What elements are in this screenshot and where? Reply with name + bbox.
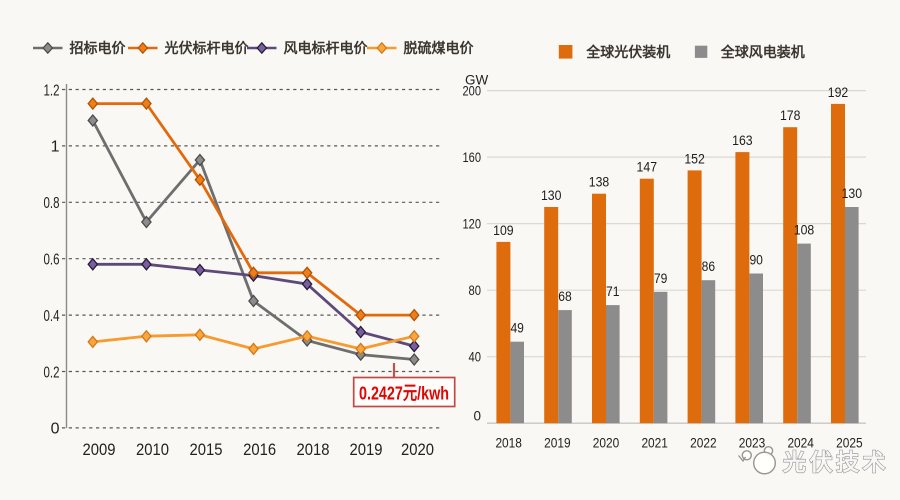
svg-text:152: 152	[684, 151, 705, 166]
svg-text:147: 147	[637, 160, 658, 175]
svg-text:光伏技术: 光伏技术	[782, 449, 889, 475]
svg-text:80: 80	[469, 283, 482, 298]
svg-text:2021: 2021	[641, 435, 668, 451]
svg-text:2022: 2022	[690, 435, 717, 451]
svg-text:200: 200	[463, 83, 482, 98]
svg-text:138: 138	[589, 175, 610, 190]
svg-text:0.2: 0.2	[44, 364, 60, 381]
svg-text:160: 160	[463, 150, 482, 165]
svg-text:2019: 2019	[350, 441, 383, 459]
svg-text:71: 71	[606, 284, 620, 299]
svg-text:GW: GW	[465, 73, 489, 88]
svg-text:1: 1	[51, 139, 60, 156]
svg-text:2015: 2015	[190, 441, 223, 459]
svg-text:120: 120	[463, 216, 482, 231]
svg-text:2023: 2023	[739, 435, 766, 451]
svg-text:0.8: 0.8	[44, 195, 60, 212]
svg-text:0: 0	[51, 421, 60, 438]
svg-text:0.2427元/kwh: 0.2427元/kwh	[359, 383, 449, 404]
svg-text:2019: 2019	[544, 435, 571, 451]
svg-text:2016: 2016	[243, 441, 276, 459]
svg-text:90: 90	[749, 253, 763, 268]
svg-text:2020: 2020	[401, 441, 434, 459]
svg-text:2009: 2009	[83, 441, 116, 459]
svg-text:2024: 2024	[787, 435, 814, 451]
svg-text:192: 192	[828, 85, 849, 100]
svg-text:86: 86	[702, 259, 716, 274]
svg-text:178: 178	[780, 108, 801, 123]
svg-text:0.4: 0.4	[44, 308, 60, 325]
svg-text:招标电价: 招标电价	[70, 40, 127, 56]
svg-text:68: 68	[558, 289, 572, 304]
svg-text:脱硫煤电价: 脱硫煤电价	[404, 40, 475, 56]
svg-text:0.6: 0.6	[44, 252, 60, 269]
svg-text:49: 49	[510, 321, 524, 336]
svg-text:130: 130	[842, 186, 863, 201]
svg-text:40: 40	[469, 350, 482, 365]
svg-text:光伏标杆电价: 光伏标杆电价	[164, 40, 250, 56]
svg-text:全球光伏装机: 全球光伏装机	[585, 44, 670, 60]
svg-text:0: 0	[473, 409, 481, 424]
svg-text:2025: 2025	[836, 435, 863, 451]
svg-text:130: 130	[541, 188, 562, 203]
svg-text:2010: 2010	[136, 441, 169, 459]
svg-text:79: 79	[654, 271, 668, 286]
svg-text:108: 108	[794, 223, 815, 238]
svg-text:163: 163	[732, 133, 753, 148]
svg-text:全球风电装机: 全球风电装机	[720, 44, 805, 60]
svg-text:2018: 2018	[297, 441, 330, 459]
svg-text:109: 109	[493, 223, 514, 238]
svg-text:2020: 2020	[593, 435, 620, 451]
svg-text:风电标杆电价: 风电标杆电价	[284, 40, 369, 56]
svg-text:1.2: 1.2	[44, 82, 60, 99]
svg-text:2018: 2018	[495, 435, 522, 451]
